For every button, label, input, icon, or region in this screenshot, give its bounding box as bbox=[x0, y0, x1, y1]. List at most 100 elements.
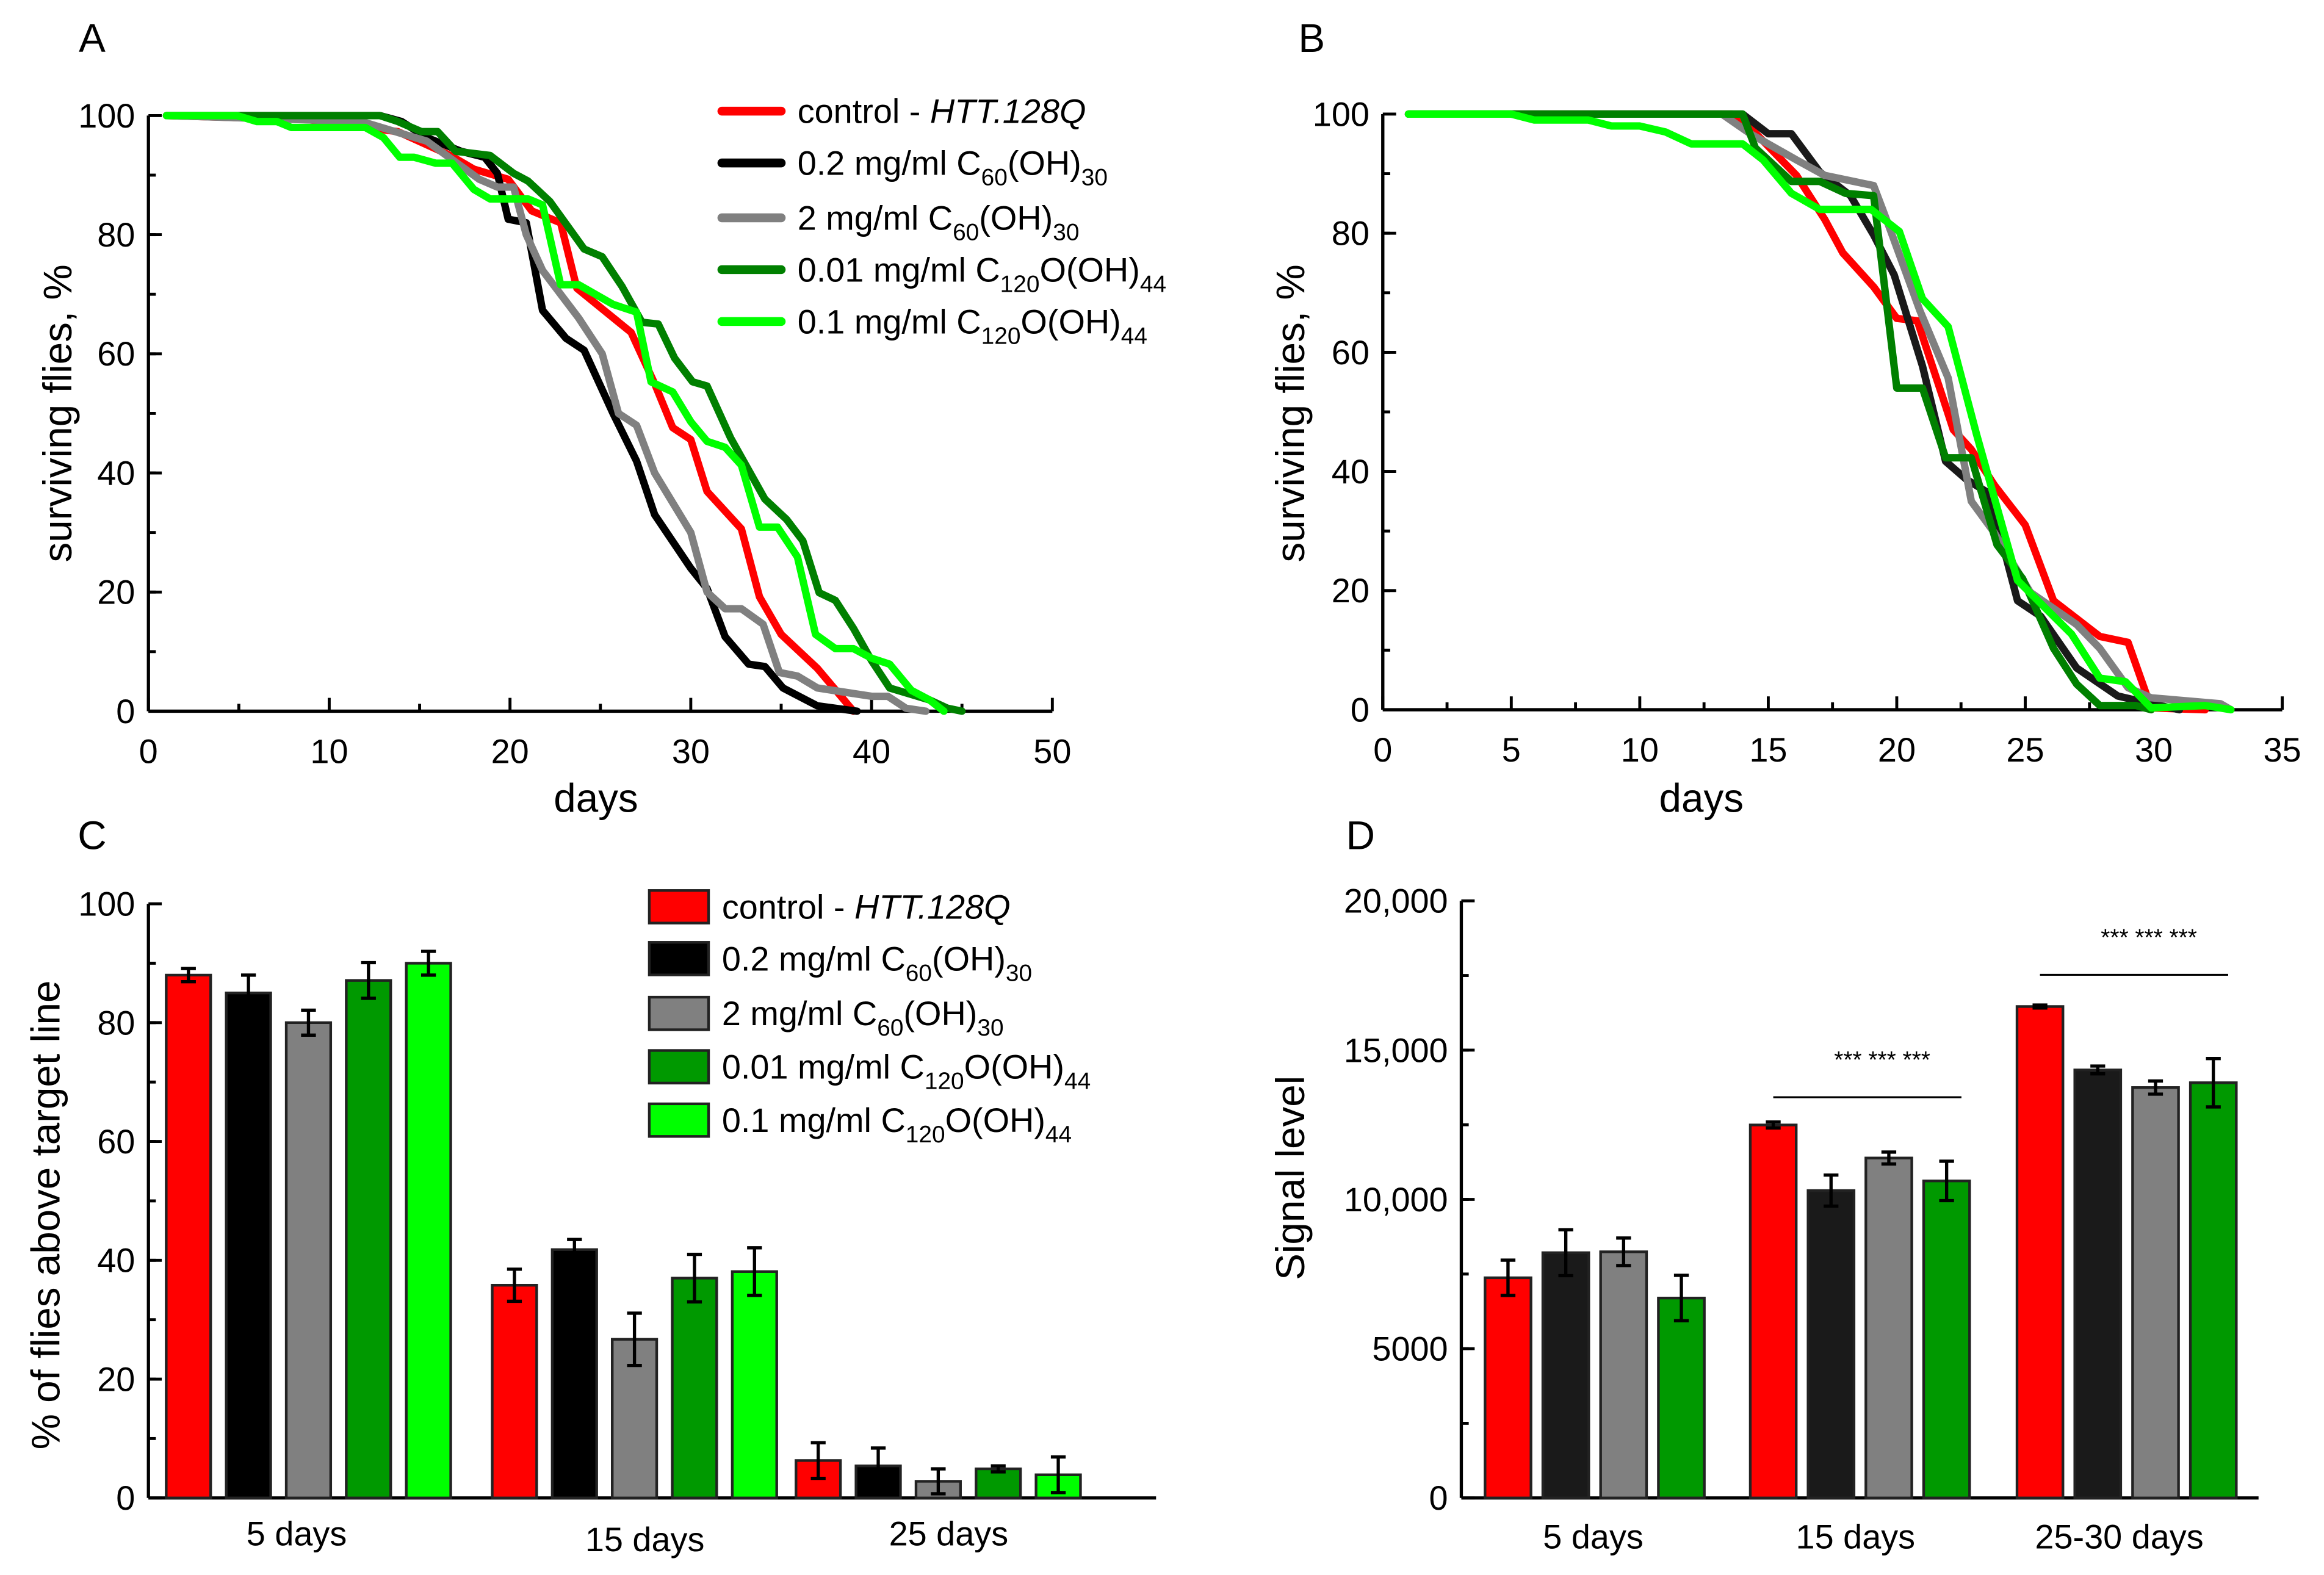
y-tick-label: 20 bbox=[97, 1360, 135, 1398]
bar bbox=[671, 1277, 718, 1499]
error-bar bbox=[810, 1441, 826, 1480]
y-tick-label: 20,000 bbox=[1344, 882, 1448, 920]
error-bar bbox=[1558, 1228, 1573, 1278]
x-tick-label: 10 bbox=[1621, 730, 1659, 769]
x-axis-label: days bbox=[1659, 776, 1744, 821]
bar bbox=[225, 991, 272, 1499]
y-axis-label: % of flies above target line bbox=[24, 981, 68, 1450]
legend-swatch bbox=[648, 941, 710, 976]
panel-label: D bbox=[1346, 813, 1375, 857]
bar bbox=[284, 1021, 333, 1499]
y-tick-label: 80 bbox=[97, 215, 135, 254]
panel-B: B 0 20 40 60 80 100 surviving flies, % 0 5 10 15 20 2… bbox=[1268, 16, 2301, 821]
error-bar bbox=[240, 973, 256, 1013]
error-bar bbox=[991, 1464, 1006, 1474]
bar bbox=[1541, 1251, 1590, 1499]
legend-label-part: (OH) bbox=[932, 939, 1006, 978]
legend-label: 0.1 mg/ml C120O(OH)44 bbox=[722, 1101, 1072, 1148]
legend-label: control - HTT.128Q bbox=[722, 887, 1011, 926]
legend-label-part: 44 bbox=[1140, 271, 1166, 297]
error-bar bbox=[627, 1311, 642, 1368]
legend-label-part: 2 mg/ml C bbox=[798, 198, 953, 237]
legend-label-part: 0.2 mg/ml C bbox=[798, 144, 981, 182]
x-tick-label: 30 bbox=[2135, 730, 2173, 769]
y-axis-label: surviving flies, % bbox=[35, 264, 80, 562]
legend-label-part: 120 bbox=[1000, 271, 1040, 297]
bar bbox=[2073, 1069, 2123, 1499]
x-category-label: 5 days bbox=[247, 1514, 347, 1552]
y-tick-label: 0 bbox=[116, 692, 135, 730]
y-tick-label: 80 bbox=[1332, 214, 1370, 253]
y-tick-label: 5000 bbox=[1372, 1330, 1448, 1368]
y-tick-label: 0 bbox=[116, 1479, 135, 1517]
legend-swatch bbox=[648, 1102, 710, 1138]
x-category-label: 25-30 days bbox=[2035, 1517, 2203, 1555]
bar bbox=[165, 973, 212, 1499]
y-tick-label: 0 bbox=[1429, 1479, 1448, 1517]
error-bar bbox=[361, 960, 376, 1000]
bar bbox=[345, 979, 392, 1499]
panel-label: B bbox=[1298, 16, 1325, 60]
legend-label-part: 0.01 mg/ml C bbox=[722, 1048, 925, 1086]
error-bar bbox=[1881, 1150, 1897, 1166]
legend-label-part: 30 bbox=[1053, 219, 1079, 245]
legend-label-part: control - bbox=[722, 887, 854, 926]
y-tick-label: 40 bbox=[97, 1241, 135, 1280]
error-bar bbox=[2148, 1079, 2163, 1096]
error-bar bbox=[1050, 1455, 1066, 1494]
legend-swatch bbox=[648, 1049, 710, 1085]
legend-label: 0.2 mg/ml C60(OH)30 bbox=[722, 939, 1032, 986]
legend-label: 0.01 mg/ml C120O(OH)44 bbox=[722, 1048, 1091, 1095]
y-tick-label: 60 bbox=[97, 334, 135, 373]
y-tick-label: 40 bbox=[1332, 452, 1370, 491]
x-tick-label: 25 bbox=[2006, 730, 2044, 769]
legend-label-part: O(OH) bbox=[1020, 302, 1120, 341]
x-tick-label: 0 bbox=[1373, 730, 1392, 769]
y-tick-label: 100 bbox=[1313, 95, 1370, 133]
error-bar bbox=[1616, 1236, 1631, 1267]
legend-label-part: 60 bbox=[981, 165, 1008, 191]
legend-label: 2 mg/ml C60(OH)30 bbox=[722, 994, 1004, 1041]
legend-label-part: 60 bbox=[906, 960, 932, 986]
y-tick-label: 0 bbox=[1351, 690, 1370, 729]
x-category-label: 5 days bbox=[1543, 1517, 1644, 1555]
series-line-5 bbox=[1404, 110, 2235, 714]
error-bar bbox=[2206, 1056, 2221, 1109]
legend-label-part: 0.1 mg/ml C bbox=[722, 1101, 906, 1139]
x-axis-label: days bbox=[554, 776, 638, 821]
y-tick-label: 15,000 bbox=[1344, 1031, 1448, 1069]
bar bbox=[550, 1248, 598, 1499]
legend-label-part: 0.1 mg/ml C bbox=[798, 302, 981, 341]
error-bar bbox=[507, 1267, 522, 1303]
series-line-4 bbox=[162, 112, 966, 715]
legend-label-part: 30 bbox=[1081, 165, 1108, 191]
legend-label-part: 30 bbox=[977, 1015, 1003, 1041]
error-bar bbox=[2032, 1003, 2048, 1010]
error-bar bbox=[687, 1252, 702, 1304]
legend-label-part: 120 bbox=[906, 1122, 945, 1148]
legend-label-part: HTT.128Q bbox=[854, 887, 1010, 926]
bar bbox=[1864, 1156, 1913, 1499]
x-tick-label: 20 bbox=[491, 732, 529, 770]
error-bar bbox=[747, 1246, 762, 1297]
panel-label: A bbox=[79, 16, 106, 60]
legend-label-part: 120 bbox=[925, 1069, 964, 1095]
error-bar bbox=[1673, 1274, 1689, 1322]
bar bbox=[1922, 1180, 1971, 1499]
bar bbox=[731, 1270, 778, 1499]
y-tick-label: 100 bbox=[78, 96, 135, 135]
legend-label-part: HTT.128Q bbox=[930, 92, 1086, 131]
error-bar bbox=[181, 967, 196, 984]
error-bar bbox=[931, 1467, 946, 1496]
x-tick-label: 50 bbox=[1033, 732, 1071, 770]
legend-label-part: control - bbox=[798, 92, 930, 131]
legend-label-part: 0.2 mg/ml C bbox=[722, 939, 906, 978]
y-tick-label: 20 bbox=[97, 573, 135, 611]
y-axis-label: Signal level bbox=[1268, 1076, 1313, 1280]
error-bar bbox=[1766, 1120, 1781, 1130]
legend-label-part: 0.01 mg/ml C bbox=[798, 250, 1000, 289]
legend-label-part: 60 bbox=[953, 219, 979, 245]
y-tick-label: 40 bbox=[97, 453, 135, 492]
